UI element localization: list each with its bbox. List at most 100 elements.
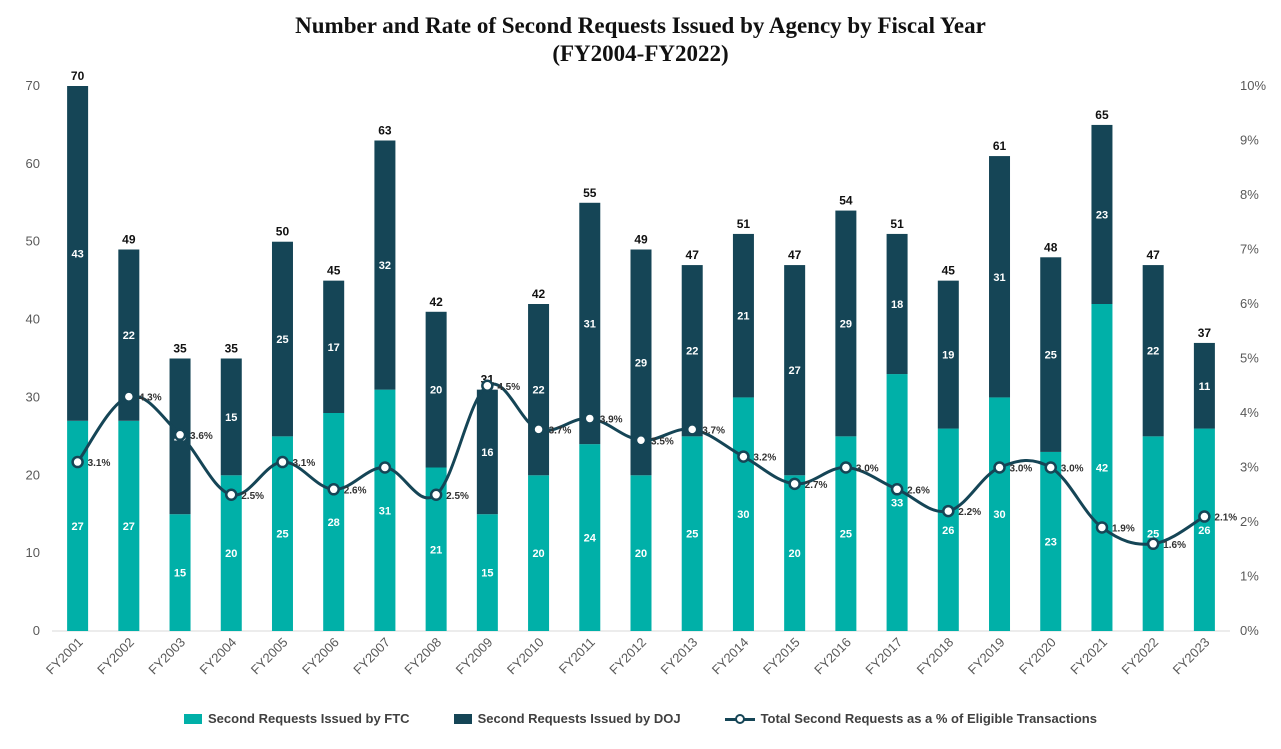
x-tick-label: FY2015 [760, 635, 803, 678]
bar-total-label: 37 [1198, 326, 1212, 340]
pct-label: 1.6% [1163, 540, 1186, 551]
pct-label: 3.5% [651, 436, 674, 447]
pct-label: 2.1% [1214, 513, 1237, 524]
bar-ftc [989, 397, 1011, 631]
bar-doj-label: 23 [1096, 209, 1108, 221]
bar-doj [937, 280, 959, 429]
bar-doj-label: 43 [71, 248, 83, 260]
x-tick-label: FY2010 [504, 635, 547, 678]
pct-label: 3.7% [549, 425, 572, 436]
bar-doj [323, 280, 345, 413]
bar-doj-label: 22 [123, 330, 135, 342]
bar-doj [835, 210, 857, 437]
pct-marker [737, 450, 750, 463]
x-tick-label: FY2009 [453, 635, 496, 678]
bar-total-label: 35 [173, 342, 187, 356]
legend-item-doj: Second Requests Issued by DOJ [453, 711, 681, 726]
bar-doj-label: 15 [225, 412, 237, 424]
pct-marker [481, 379, 494, 392]
bar-doj [1091, 124, 1113, 304]
bar-total-label: 51 [890, 217, 904, 231]
bar-total-label: 55 [583, 186, 597, 200]
y-right-tick-label: 6% [1240, 296, 1259, 311]
pct-line [76, 382, 1206, 546]
pct-marker [634, 434, 648, 447]
pct-label: 3.0% [856, 464, 879, 475]
pct-label: 3.0% [1061, 464, 1084, 475]
pct-marker [429, 488, 443, 501]
bar-total-label: 49 [634, 233, 648, 247]
bar-total-label: 45 [942, 264, 956, 278]
pct-label: 3.1% [88, 458, 111, 469]
pct-marker [532, 423, 545, 436]
x-tick-label: FY2003 [145, 635, 188, 678]
pct-label: 2.5% [446, 491, 469, 502]
bar-ftc [374, 389, 396, 631]
bar-doj [374, 140, 396, 390]
x-tick-label: FY2017 [862, 635, 905, 678]
bar-ftc-label: 15 [174, 568, 186, 580]
pct-label: 3.9% [600, 414, 623, 425]
y-left-tick-label: 40 [26, 312, 40, 327]
bar-total-label: 63 [378, 124, 392, 138]
pct-marker [173, 428, 187, 442]
bar-doj [118, 249, 140, 421]
bar-total-label: 47 [788, 248, 802, 262]
legend: Second Requests Issued by FTC Second Req… [0, 711, 1281, 726]
bar-ftc-label: 26 [942, 525, 954, 537]
bar-total-label: 42 [429, 295, 443, 309]
y-right-tick-label: 4% [1240, 405, 1259, 420]
bar-ftc-label: 31 [379, 505, 391, 517]
pct-label: 2.5% [241, 491, 264, 502]
bar-doj [220, 358, 242, 476]
pct-marker [378, 461, 392, 474]
y-left-tick-label: 10 [26, 545, 40, 560]
bar-ftc-label: 27 [123, 521, 135, 533]
bar-doj [989, 156, 1011, 398]
y-left-tick-label: 30 [26, 389, 40, 404]
bar-doj-label: 21 [737, 311, 749, 323]
y-left-tick-label: 0 [33, 623, 40, 638]
bar-ftc [118, 420, 140, 631]
bar-doj-label: 20 [430, 385, 442, 397]
legend-item-pct: Total Second Requests as a % of Eligible… [724, 711, 1097, 726]
pct-label: 3.7% [702, 425, 725, 436]
pct-marker [890, 483, 904, 496]
bar-total-label: 42 [532, 287, 546, 301]
pct-marker [1146, 537, 1160, 551]
legend-swatch-ftc [184, 713, 203, 724]
bar-ftc [169, 514, 191, 631]
bar-total-label: 48 [1044, 240, 1058, 254]
y-left-tick-label: 50 [26, 234, 40, 249]
x-tick-label: FY2014 [709, 635, 752, 678]
bar-doj-label: 17 [328, 342, 340, 354]
legend-label-doj: Second Requests Issued by DOJ [477, 711, 681, 726]
x-tick-label: FY2023 [1170, 635, 1213, 678]
x-tick-label: FY2007 [350, 635, 393, 678]
x-tick-label: FY2021 [1067, 635, 1110, 678]
x-tick-label: FY2019 [965, 635, 1008, 678]
x-tick-label: FY2020 [1016, 635, 1059, 678]
pct-label: 2.2% [958, 507, 981, 518]
bar-ftc-label: 25 [840, 529, 852, 541]
x-tick-label: FY2012 [606, 635, 649, 678]
y-right-tick-label: 9% [1240, 133, 1259, 148]
pct-marker [839, 461, 853, 474]
bar-doj-label: 22 [1147, 346, 1159, 358]
bar-doj-label: 29 [840, 318, 852, 330]
pct-label: 3.6% [190, 431, 213, 442]
bar-doj-label: 18 [891, 299, 903, 311]
x-tick-label: FY2005 [248, 635, 291, 678]
bar-doj [784, 265, 806, 476]
pct-label: 3.1% [292, 458, 315, 469]
y-right-tick-label: 2% [1240, 514, 1259, 529]
bar-total-label: 47 [1146, 248, 1160, 262]
y-right-tick-label: 1% [1240, 569, 1259, 584]
bar-doj [681, 265, 703, 437]
bar-ftc-label: 20 [225, 548, 237, 560]
bar-ftc-label: 20 [532, 548, 544, 560]
bar-doj [886, 233, 908, 375]
x-tick-label: FY2011 [556, 635, 598, 677]
pct-marker [327, 483, 340, 496]
